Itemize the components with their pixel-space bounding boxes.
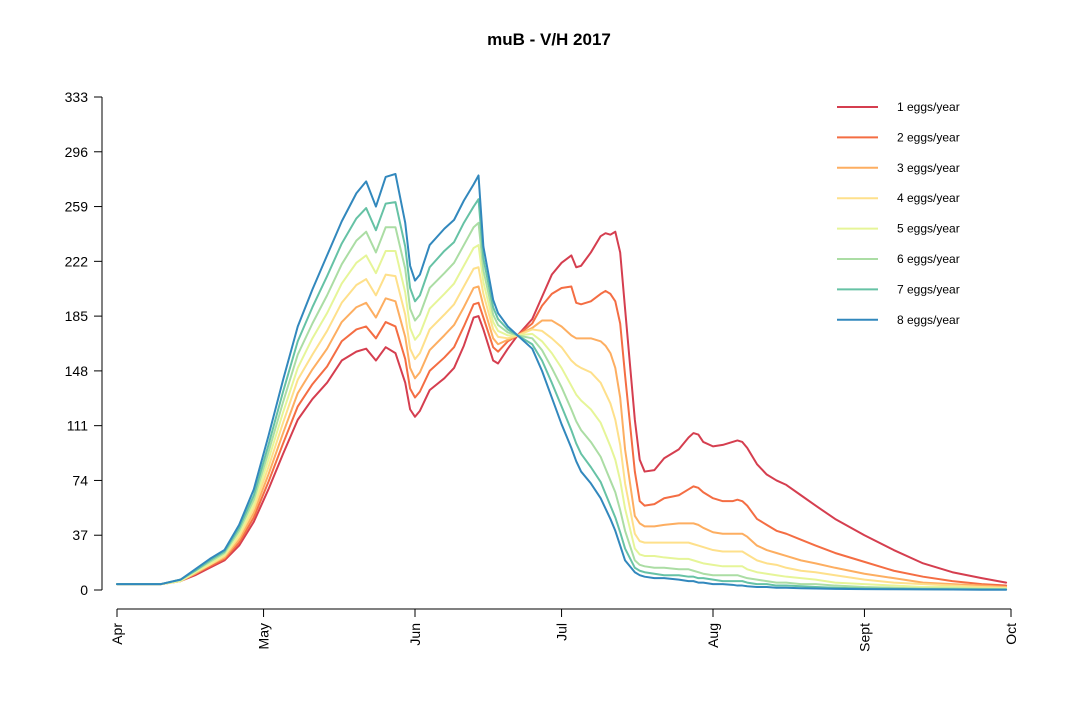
x-tick-label: Aug [705, 623, 721, 648]
y-tick-label: 333 [65, 89, 89, 105]
x-tick-label: Jun [407, 623, 423, 646]
x-tick-label: May [256, 623, 272, 649]
legend-label: 2 eggs/year [897, 130, 960, 144]
legend-label: 1 eggs/year [897, 100, 960, 114]
y-tick-label: 185 [65, 308, 89, 324]
x-tick-label: Jul [554, 623, 570, 641]
series-lines [116, 172, 1008, 591]
legend: 1 eggs/year 2 eggs/year 3 eggs/year 4 eggs/… [837, 100, 960, 327]
series-line [116, 172, 1008, 591]
chart-title: muB - V/H 2017 [487, 30, 611, 49]
legend-label: 5 eggs/year [897, 222, 960, 236]
legend-label: 8 eggs/year [897, 313, 960, 327]
x-tick-label: Oct [1003, 623, 1019, 645]
x-tick-label: Apr [109, 623, 125, 645]
series-line [116, 230, 1008, 586]
x-tick-label: Sept [856, 623, 872, 652]
series-line [116, 266, 1008, 589]
legend-label: 7 eggs/year [897, 282, 960, 296]
y-tick-label: 74 [72, 472, 88, 488]
series-line [116, 285, 1008, 587]
legend-label: 6 eggs/year [897, 252, 960, 266]
legend-label: 3 eggs/year [897, 161, 960, 175]
y-tick-label: 148 [65, 363, 89, 379]
series-line [116, 285, 1008, 589]
y-axis: 0 37 74 111 148 185 222 259 296 333 [65, 89, 102, 598]
y-tick-label: 37 [72, 527, 88, 543]
y-tick-label: 0 [80, 582, 88, 598]
y-tick-label: 111 [67, 418, 88, 434]
series-line [116, 221, 1008, 591]
y-tick-label: 222 [65, 253, 89, 269]
y-tick-label: 296 [65, 144, 89, 160]
legend-label: 4 eggs/year [897, 191, 960, 205]
y-tick-label: 259 [65, 199, 89, 215]
series-line [116, 198, 1008, 591]
x-axis: Apr May Jun Jul Aug Sept Oct [109, 609, 1019, 652]
series-line [116, 244, 1008, 590]
